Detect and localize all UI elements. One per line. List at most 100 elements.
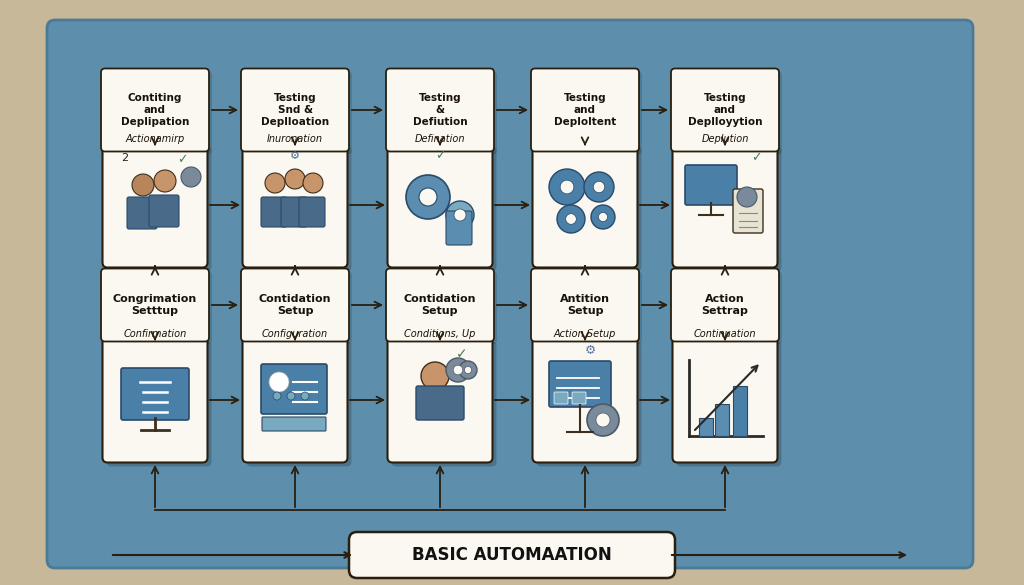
FancyBboxPatch shape [241, 68, 349, 152]
Text: Confirmation: Confirmation [123, 329, 186, 339]
FancyBboxPatch shape [673, 143, 777, 267]
Circle shape [454, 209, 466, 221]
Circle shape [273, 392, 281, 400]
Text: Antition
Setup: Antition Setup [560, 294, 610, 316]
FancyBboxPatch shape [47, 20, 973, 568]
FancyBboxPatch shape [261, 364, 327, 414]
FancyBboxPatch shape [531, 269, 639, 342]
FancyBboxPatch shape [386, 269, 494, 342]
FancyBboxPatch shape [534, 71, 642, 154]
FancyBboxPatch shape [446, 211, 472, 245]
Circle shape [446, 358, 470, 382]
Circle shape [265, 173, 285, 193]
FancyBboxPatch shape [244, 271, 352, 345]
FancyBboxPatch shape [281, 197, 307, 227]
FancyBboxPatch shape [416, 386, 464, 420]
Text: Configuration: Configuration [262, 329, 328, 339]
FancyBboxPatch shape [537, 146, 641, 271]
Circle shape [549, 169, 585, 205]
FancyBboxPatch shape [247, 146, 351, 271]
FancyBboxPatch shape [121, 368, 189, 420]
Circle shape [557, 205, 585, 233]
FancyBboxPatch shape [262, 417, 326, 431]
FancyBboxPatch shape [101, 269, 209, 342]
Text: Action
Settrap: Action Settrap [701, 294, 749, 316]
Text: Inuronation: Inuronation [267, 134, 323, 144]
FancyBboxPatch shape [104, 71, 212, 154]
Text: Contidation
Setup: Contidation Setup [403, 294, 476, 316]
Text: Testing
and
Deplloyytion: Testing and Deplloyytion [688, 92, 762, 128]
FancyBboxPatch shape [685, 165, 737, 205]
Text: BASIC AUTOMAATION: BASIC AUTOMAATION [412, 546, 612, 564]
FancyBboxPatch shape [247, 342, 351, 466]
FancyBboxPatch shape [387, 143, 493, 267]
FancyBboxPatch shape [106, 146, 212, 271]
Circle shape [446, 201, 474, 229]
FancyBboxPatch shape [104, 271, 212, 345]
Circle shape [419, 188, 437, 206]
FancyBboxPatch shape [241, 269, 349, 342]
Circle shape [593, 181, 605, 192]
Circle shape [132, 174, 154, 196]
Text: Congrimation
Setttup: Congrimation Setttup [113, 294, 198, 316]
Circle shape [737, 187, 757, 207]
Text: Continuation: Continuation [693, 329, 757, 339]
Circle shape [154, 170, 176, 192]
FancyBboxPatch shape [549, 361, 611, 407]
FancyBboxPatch shape [150, 195, 179, 227]
Circle shape [454, 365, 463, 375]
FancyBboxPatch shape [572, 392, 586, 404]
FancyBboxPatch shape [673, 338, 777, 463]
FancyBboxPatch shape [102, 338, 208, 463]
FancyBboxPatch shape [391, 146, 497, 271]
FancyBboxPatch shape [386, 68, 494, 152]
FancyBboxPatch shape [106, 342, 212, 466]
Bar [699, 418, 713, 436]
FancyBboxPatch shape [101, 68, 209, 152]
Circle shape [285, 169, 305, 189]
Circle shape [421, 362, 449, 390]
Circle shape [560, 180, 573, 194]
FancyBboxPatch shape [243, 338, 347, 463]
FancyBboxPatch shape [387, 338, 493, 463]
Text: Conditions, Up: Conditions, Up [404, 329, 476, 339]
FancyBboxPatch shape [389, 271, 497, 345]
Text: Actionamirp: Actionamirp [125, 134, 184, 144]
Circle shape [587, 404, 618, 436]
Text: Testing
Snd &
Deplloation: Testing Snd & Deplloation [261, 92, 329, 128]
FancyBboxPatch shape [554, 392, 568, 404]
Circle shape [287, 392, 295, 400]
Text: ✓: ✓ [435, 149, 445, 162]
Text: Deplution: Deplution [701, 134, 749, 144]
Text: Testing
&
Defiution: Testing & Defiution [413, 92, 467, 128]
Bar [715, 404, 729, 436]
Circle shape [565, 214, 577, 224]
FancyBboxPatch shape [674, 71, 782, 154]
FancyBboxPatch shape [674, 271, 782, 345]
Text: ✓: ✓ [177, 153, 187, 166]
Bar [733, 386, 746, 436]
Text: ✓: ✓ [751, 151, 762, 164]
Text: Action Setup: Action Setup [554, 329, 616, 339]
Circle shape [584, 172, 614, 202]
FancyBboxPatch shape [391, 342, 497, 466]
Circle shape [591, 205, 615, 229]
Text: Contidation
Setup: Contidation Setup [259, 294, 331, 316]
FancyBboxPatch shape [677, 342, 781, 466]
FancyBboxPatch shape [733, 189, 763, 233]
FancyBboxPatch shape [677, 146, 781, 271]
FancyBboxPatch shape [127, 197, 157, 229]
FancyBboxPatch shape [389, 71, 497, 154]
Text: Defination: Defination [415, 134, 465, 144]
Circle shape [406, 175, 450, 219]
Circle shape [459, 361, 477, 379]
FancyBboxPatch shape [244, 71, 352, 154]
FancyBboxPatch shape [102, 143, 208, 267]
FancyBboxPatch shape [532, 143, 638, 267]
FancyBboxPatch shape [532, 338, 638, 463]
Text: 2: 2 [121, 153, 128, 163]
FancyBboxPatch shape [299, 197, 325, 227]
Text: ⚙: ⚙ [585, 344, 596, 357]
Circle shape [465, 366, 472, 374]
FancyBboxPatch shape [671, 269, 779, 342]
